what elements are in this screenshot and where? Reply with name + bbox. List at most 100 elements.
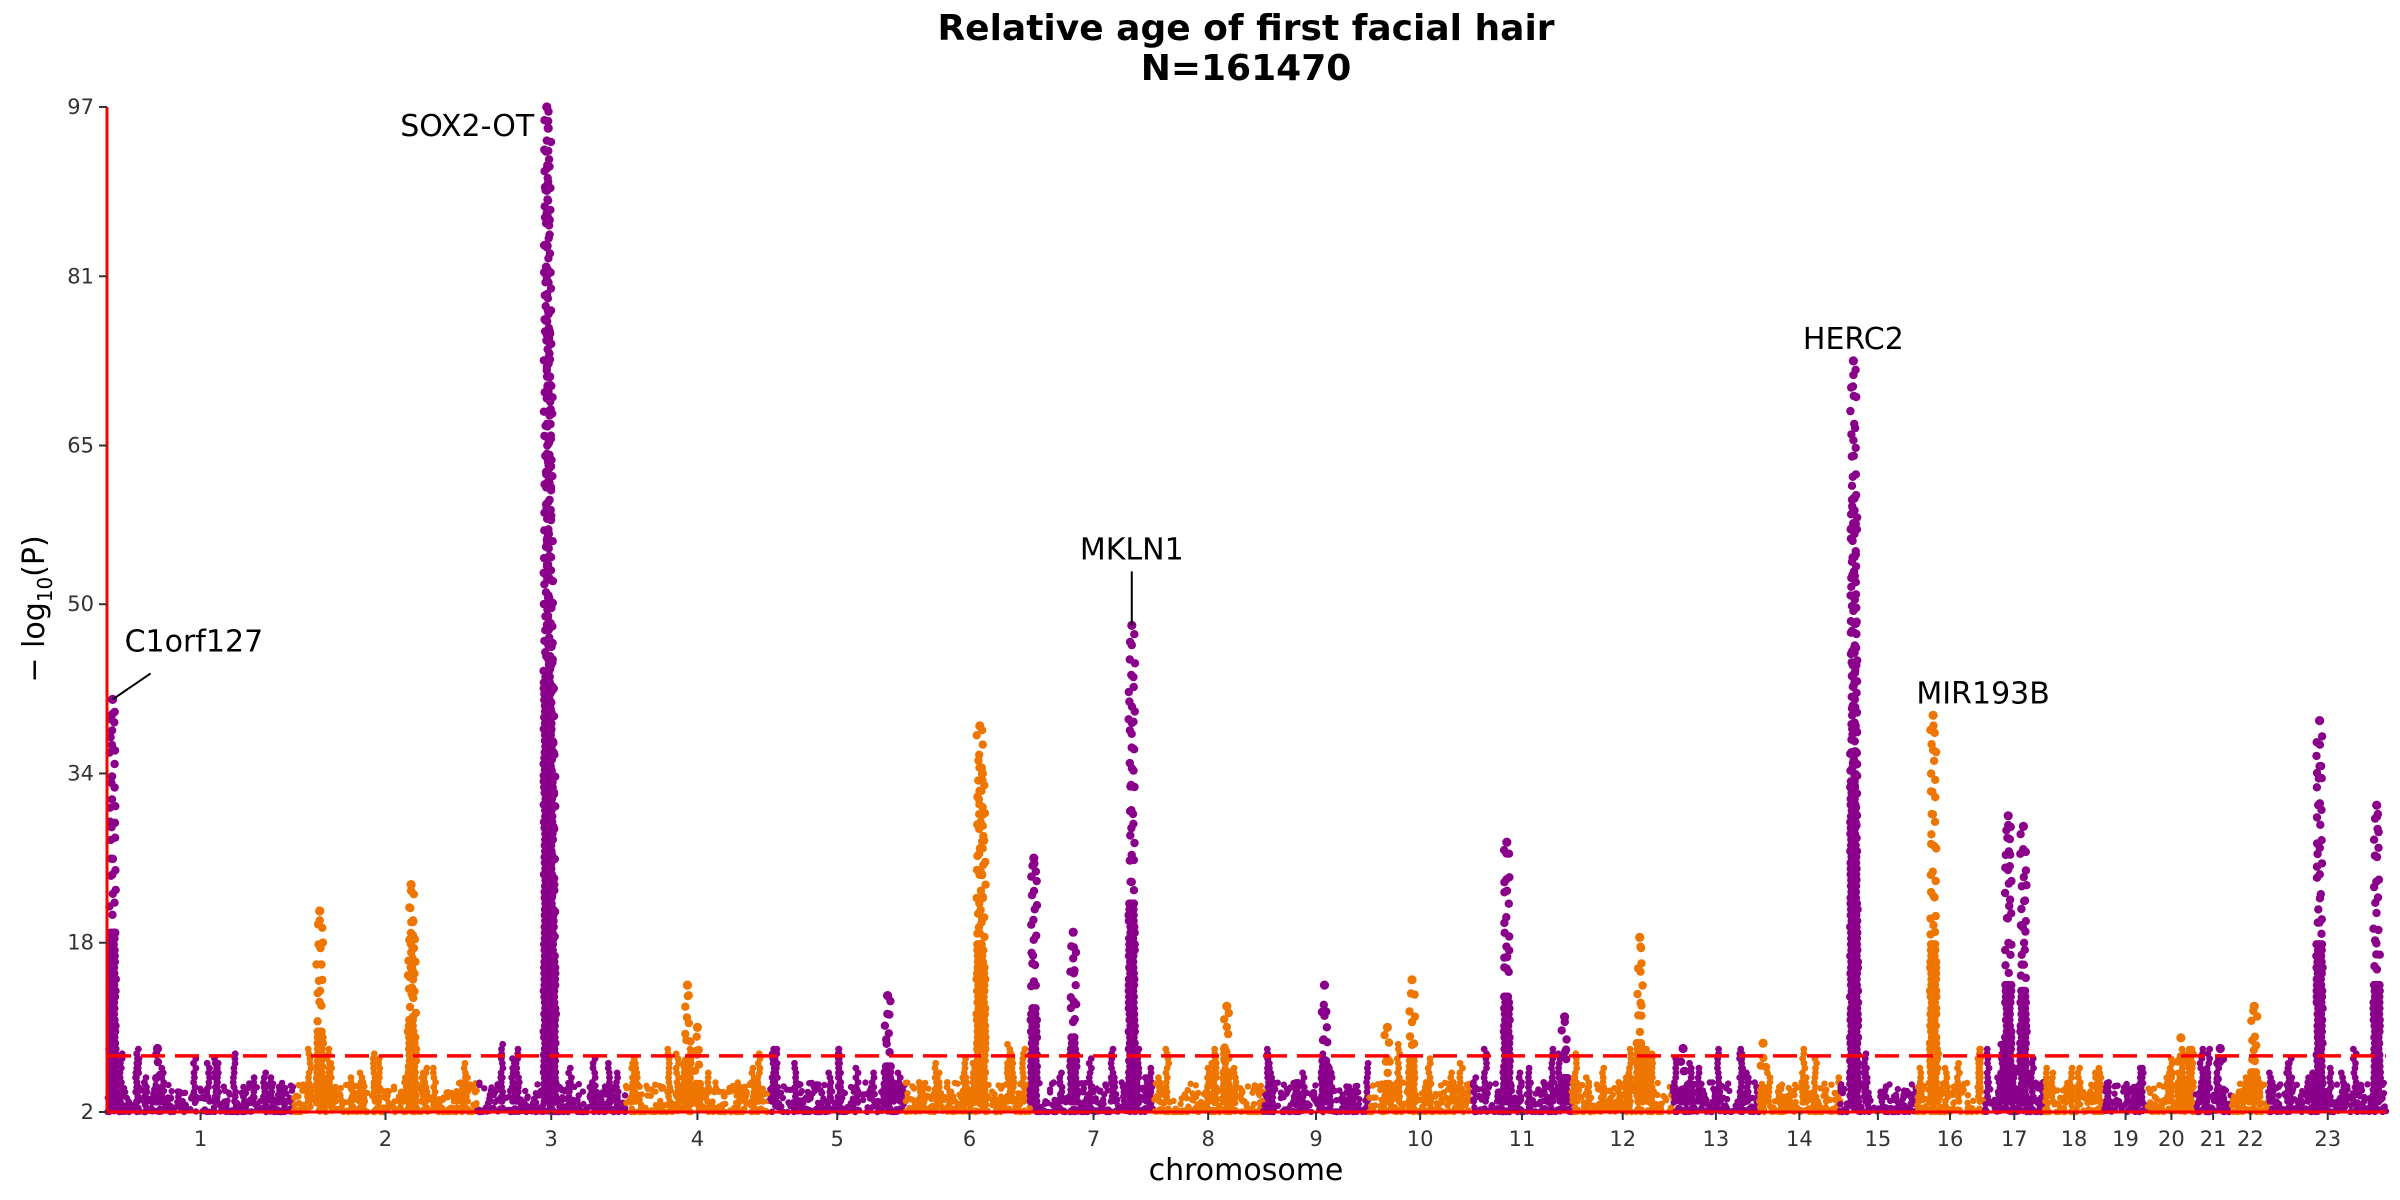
data-point bbox=[550, 854, 559, 864]
data-point bbox=[644, 1092, 651, 1099]
data-point bbox=[306, 1059, 314, 1067]
data-point bbox=[551, 802, 560, 811]
data-point bbox=[410, 1073, 419, 1083]
data-point bbox=[811, 1087, 819, 1095]
data-point bbox=[210, 1104, 218, 1111]
data-point bbox=[267, 1074, 275, 1081]
data-point bbox=[1096, 1088, 1104, 1095]
data-point bbox=[110, 833, 120, 842]
data-point bbox=[1031, 981, 1041, 990]
data-point bbox=[482, 1104, 490, 1111]
data-point bbox=[110, 718, 119, 727]
data-point bbox=[250, 1079, 258, 1086]
data-point bbox=[1266, 1064, 1273, 1072]
data-point bbox=[268, 1088, 275, 1096]
data-point bbox=[545, 495, 554, 504]
data-point bbox=[1028, 951, 1038, 960]
data-point bbox=[110, 707, 119, 717]
data-point bbox=[546, 641, 556, 652]
data-point bbox=[880, 1021, 890, 1030]
data-point bbox=[694, 1060, 704, 1069]
data-point bbox=[505, 1093, 513, 1100]
data-point bbox=[643, 1082, 650, 1090]
data-point bbox=[313, 1017, 322, 1026]
data-point bbox=[1032, 876, 1041, 886]
data-point bbox=[481, 1085, 488, 1092]
data-point bbox=[461, 1059, 469, 1067]
data-point bbox=[546, 419, 555, 429]
data-point bbox=[1253, 1083, 1260, 1091]
data-point bbox=[497, 1074, 505, 1081]
data-point bbox=[1244, 1083, 1252, 1090]
data-point bbox=[370, 1064, 377, 1072]
data-point bbox=[163, 1102, 171, 1109]
data-point bbox=[1127, 640, 1137, 650]
data-point bbox=[406, 963, 415, 972]
data-point bbox=[337, 1084, 344, 1092]
data-point bbox=[380, 1088, 387, 1095]
data-point bbox=[546, 137, 556, 147]
data-point bbox=[545, 249, 555, 258]
data-point bbox=[566, 1064, 574, 1072]
data-point bbox=[621, 1092, 629, 1099]
data-point bbox=[134, 1055, 141, 1062]
data-point bbox=[1068, 927, 1078, 937]
data-point bbox=[695, 1079, 705, 1089]
data-point bbox=[548, 472, 557, 481]
data-point bbox=[1192, 1093, 1200, 1101]
data-point bbox=[305, 1088, 313, 1096]
data-point bbox=[233, 1105, 240, 1112]
data-point bbox=[360, 1093, 368, 1101]
data-point bbox=[545, 355, 555, 364]
data-point bbox=[543, 241, 552, 250]
data-point bbox=[405, 1002, 415, 1012]
data-point bbox=[548, 393, 557, 402]
data-point bbox=[231, 1055, 239, 1062]
data-point bbox=[902, 1098, 910, 1105]
data-point bbox=[545, 230, 554, 239]
data-point bbox=[808, 1079, 816, 1087]
data-point bbox=[975, 750, 984, 759]
data-point bbox=[980, 809, 990, 818]
data-point bbox=[541, 278, 550, 287]
data-point bbox=[980, 932, 989, 942]
data-point bbox=[1322, 1023, 1332, 1032]
data-point bbox=[304, 1045, 312, 1053]
data-point bbox=[546, 381, 555, 390]
data-point bbox=[315, 906, 325, 916]
data-point bbox=[1078, 1080, 1086, 1087]
data-point bbox=[1192, 1082, 1200, 1089]
data-point bbox=[229, 1079, 237, 1086]
data-point bbox=[692, 1022, 703, 1032]
data-point bbox=[274, 1091, 282, 1098]
data-point bbox=[615, 1105, 622, 1112]
data-point bbox=[110, 759, 119, 769]
data-point bbox=[491, 1098, 499, 1106]
data-point bbox=[548, 891, 557, 900]
data-point bbox=[111, 928, 120, 937]
data-point bbox=[123, 1094, 130, 1102]
data-point bbox=[571, 1104, 578, 1111]
data-point bbox=[545, 464, 554, 473]
data-point bbox=[1129, 899, 1139, 908]
data-point bbox=[1030, 960, 1040, 970]
data-point bbox=[549, 712, 559, 721]
data-point bbox=[221, 1087, 229, 1095]
data-point bbox=[1198, 1102, 1205, 1109]
data-point bbox=[347, 1079, 355, 1086]
data-point bbox=[1129, 886, 1139, 895]
data-point bbox=[549, 788, 559, 797]
data-point bbox=[429, 1064, 437, 1072]
data-point bbox=[370, 1069, 378, 1077]
data-point bbox=[885, 1010, 894, 1019]
data-point bbox=[1129, 745, 1139, 754]
data-point bbox=[406, 928, 416, 938]
data-point bbox=[198, 1088, 205, 1095]
data-point bbox=[108, 854, 118, 864]
data-point bbox=[410, 987, 419, 996]
data-point bbox=[291, 1101, 298, 1108]
data-point bbox=[588, 1103, 595, 1110]
data-point bbox=[1032, 901, 1042, 910]
data-point bbox=[1058, 1069, 1065, 1077]
data-point bbox=[627, 1083, 635, 1091]
